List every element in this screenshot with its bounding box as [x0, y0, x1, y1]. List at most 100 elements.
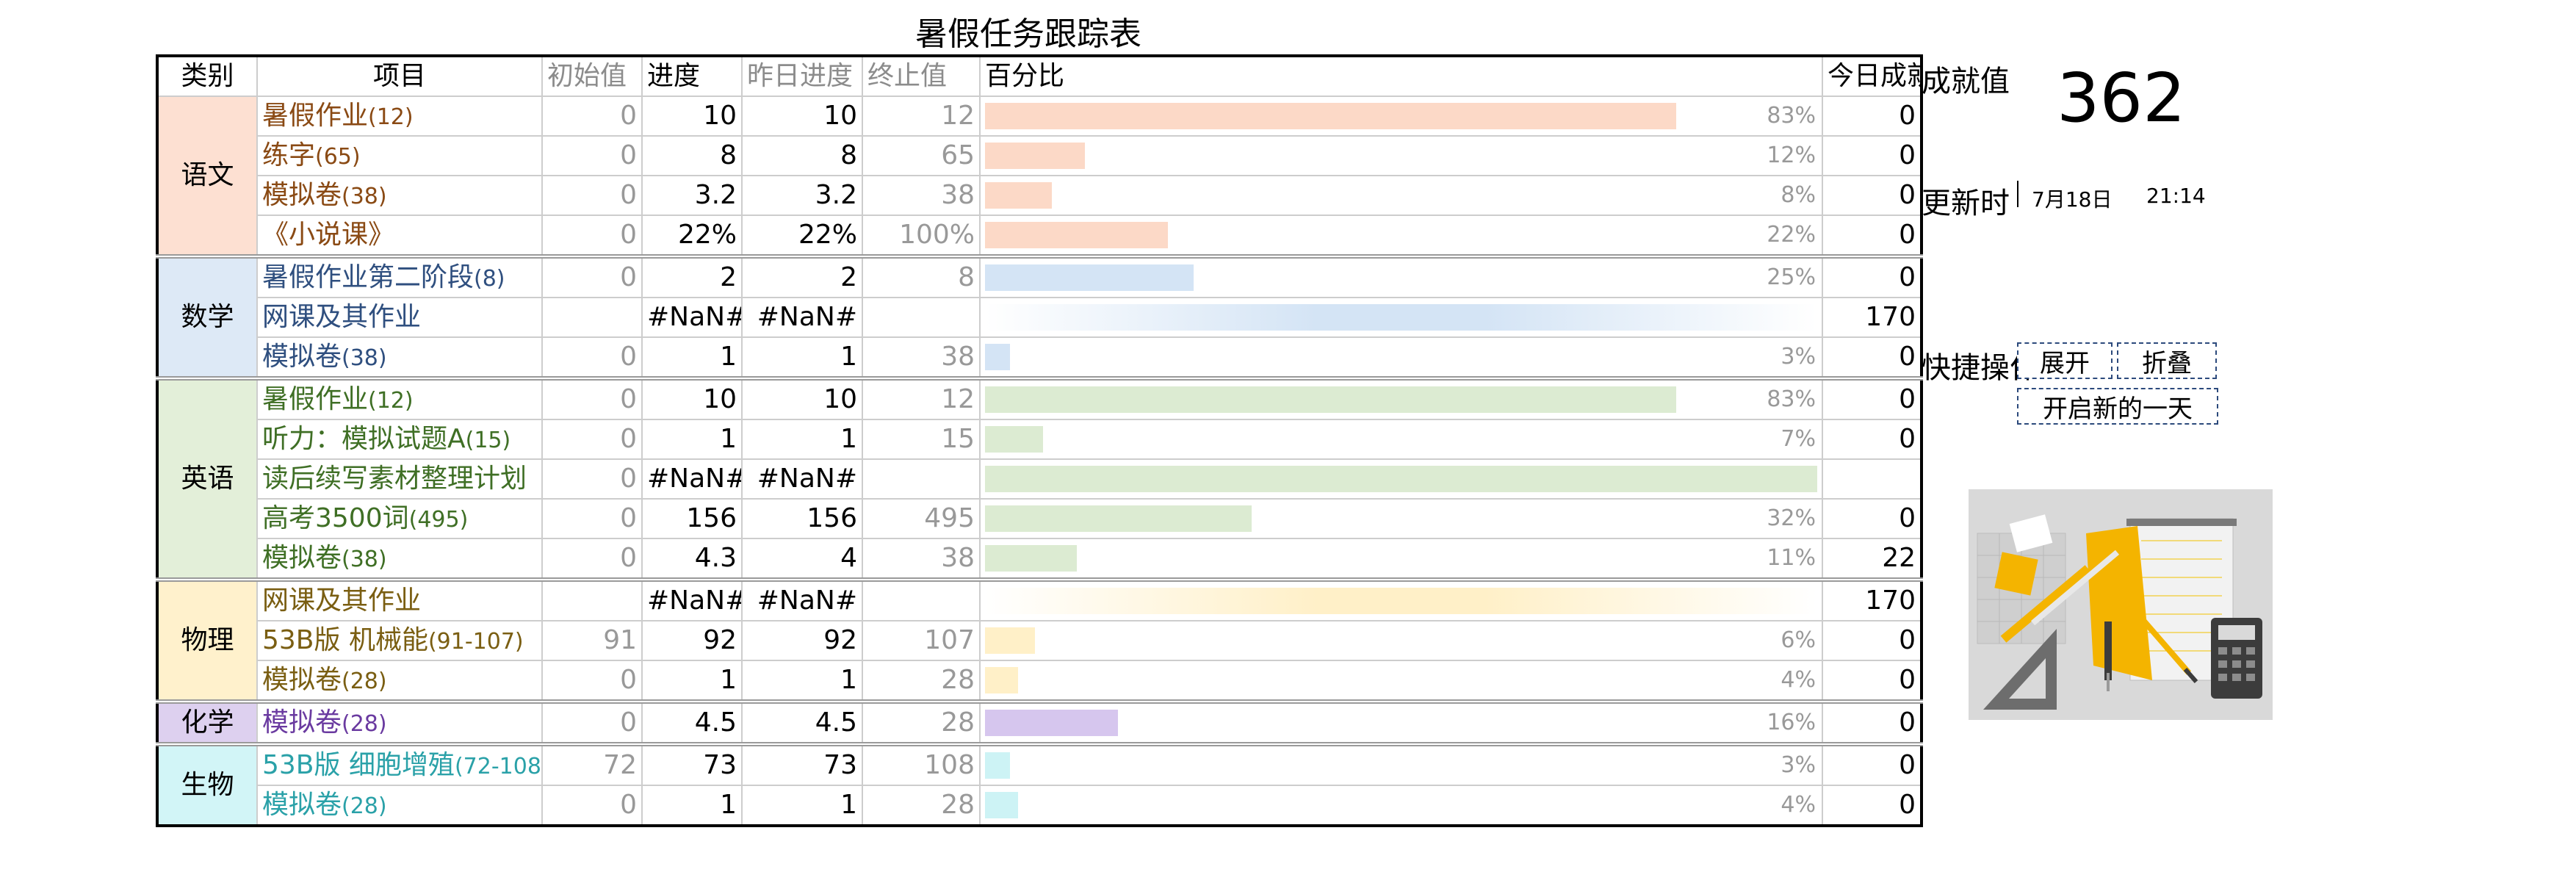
initial-cell[interactable]: 0 [541, 538, 643, 580]
yesterday-cell[interactable]: 73 [741, 742, 863, 786]
percent-cell[interactable]: 12% [979, 135, 1823, 176]
progress-cell[interactable]: 73 [641, 742, 743, 786]
item-name-cell[interactable]: 网课及其作业 [256, 577, 543, 621]
yesterday-cell[interactable]: 92 [741, 620, 863, 661]
progress-cell[interactable]: 92 [641, 620, 743, 661]
progress-cell[interactable]: 22% [641, 215, 743, 257]
yesterday-cell[interactable]: 10 [741, 376, 863, 420]
final-cell[interactable] [862, 577, 981, 621]
progress-cell[interactable]: 10 [641, 376, 743, 420]
today-cell[interactable]: 170 [1822, 297, 1922, 338]
today-cell[interactable]: 0 [1822, 254, 1922, 298]
initial-cell[interactable] [541, 577, 643, 621]
yesterday-cell[interactable]: 1 [741, 660, 863, 702]
item-name-cell[interactable]: 高考3500词(495) [256, 498, 543, 539]
progress-cell[interactable]: 2 [641, 254, 743, 298]
progress-cell[interactable]: #NaN# [641, 297, 743, 338]
yesterday-cell[interactable]: 2 [741, 254, 863, 298]
item-name-cell[interactable]: 暑假作业(12) [256, 376, 543, 420]
percent-cell[interactable]: 8% [979, 175, 1823, 216]
item-name-cell[interactable]: 听力：模拟试题A(15) [256, 419, 543, 460]
yesterday-cell[interactable]: 8 [741, 135, 863, 176]
final-cell[interactable]: 65 [862, 135, 981, 176]
yesterday-cell[interactable]: 22% [741, 215, 863, 257]
today-cell[interactable]: 0 [1822, 660, 1922, 702]
today-cell[interactable]: 0 [1822, 96, 1922, 137]
percent-cell[interactable]: 4% [979, 660, 1823, 702]
item-name-cell[interactable]: 53B版 机械能(91-107) [256, 620, 543, 661]
item-name-cell[interactable]: 暑假作业第二阶段(8) [256, 254, 543, 298]
percent-cell[interactable]: 3% [979, 336, 1823, 379]
initial-cell[interactable]: 0 [541, 660, 643, 702]
initial-cell[interactable]: 91 [541, 620, 643, 661]
item-name-cell[interactable]: 模拟卷(38) [256, 538, 543, 580]
yesterday-cell[interactable]: 4 [741, 538, 863, 580]
header-progress[interactable]: 进度 [641, 55, 743, 97]
today-cell[interactable]: 0 [1822, 135, 1922, 176]
category-cell[interactable]: 数学 [156, 254, 258, 379]
final-cell[interactable]: 100% [862, 215, 981, 257]
percent-cell[interactable] [979, 458, 1823, 500]
item-name-cell[interactable]: 模拟卷(38) [256, 175, 543, 216]
category-cell[interactable]: 英语 [156, 376, 258, 580]
yesterday-cell[interactable]: #NaN# [741, 458, 863, 500]
today-cell[interactable] [1822, 458, 1922, 500]
percent-cell[interactable]: 25% [979, 254, 1823, 298]
item-name-cell[interactable]: 网课及其作业 [256, 297, 543, 338]
final-cell[interactable]: 38 [862, 336, 981, 379]
percent-cell[interactable] [979, 297, 1823, 338]
category-cell[interactable]: 化学 [156, 699, 258, 745]
initial-cell[interactable]: 0 [541, 135, 643, 176]
collapse-button[interactable]: 折叠 [2117, 342, 2217, 379]
progress-cell[interactable]: 156 [641, 498, 743, 539]
percent-cell[interactable]: 16% [979, 699, 1823, 745]
initial-cell[interactable]: 0 [541, 419, 643, 460]
yesterday-cell[interactable]: 1 [741, 419, 863, 460]
today-cell[interactable]: 0 [1822, 620, 1922, 661]
yesterday-cell[interactable]: 3.2 [741, 175, 863, 216]
category-cell[interactable]: 生物 [156, 742, 258, 826]
item-name-cell[interactable]: 模拟卷(28) [256, 660, 543, 702]
final-cell[interactable]: 28 [862, 699, 981, 745]
new-day-button[interactable]: 开启新的一天 [2017, 388, 2218, 425]
today-cell[interactable]: 170 [1822, 577, 1922, 621]
percent-cell[interactable]: 7% [979, 419, 1823, 460]
progress-cell[interactable]: #NaN# [641, 577, 743, 621]
today-cell[interactable]: 0 [1822, 376, 1922, 420]
final-cell[interactable] [862, 297, 981, 338]
initial-cell[interactable]: 0 [541, 175, 643, 216]
final-cell[interactable]: 12 [862, 96, 981, 137]
initial-cell[interactable]: 0 [541, 699, 643, 745]
progress-cell[interactable]: 1 [641, 419, 743, 460]
final-cell[interactable]: 107 [862, 620, 981, 661]
progress-cell[interactable]: 4.3 [641, 538, 743, 580]
yesterday-cell[interactable]: 1 [741, 336, 863, 379]
final-cell[interactable]: 28 [862, 660, 981, 702]
percent-cell[interactable]: 22% [979, 215, 1823, 257]
progress-cell[interactable]: 1 [641, 785, 743, 826]
final-cell[interactable]: 8 [862, 254, 981, 298]
final-cell[interactable]: 28 [862, 785, 981, 826]
item-name-cell[interactable]: 练字(65) [256, 135, 543, 176]
header-percent[interactable]: 百分比 [979, 55, 1823, 97]
progress-cell[interactable]: 10 [641, 96, 743, 137]
item-name-cell[interactable]: 读后续写素材整理计划 [256, 458, 543, 500]
final-cell[interactable]: 12 [862, 376, 981, 420]
item-name-cell[interactable]: 模拟卷(28) [256, 699, 543, 745]
today-cell[interactable]: 0 [1822, 699, 1922, 745]
header-yesterday[interactable]: 昨日进度 [741, 55, 863, 97]
yesterday-cell[interactable]: 156 [741, 498, 863, 539]
progress-cell[interactable]: #NaN# [641, 458, 743, 500]
initial-cell[interactable]: 0 [541, 498, 643, 539]
final-cell[interactable] [862, 458, 981, 500]
item-name-cell[interactable]: 53B版 细胞增殖(72-108) [256, 742, 543, 786]
final-cell[interactable]: 38 [862, 175, 981, 216]
initial-cell[interactable]: 0 [541, 96, 643, 137]
initial-cell[interactable]: 0 [541, 785, 643, 826]
yesterday-cell[interactable]: 10 [741, 96, 863, 137]
today-cell[interactable]: 0 [1822, 785, 1922, 826]
today-cell[interactable]: 0 [1822, 742, 1922, 786]
header-category[interactable]: 类别 [156, 55, 258, 97]
yesterday-cell[interactable]: #NaN# [741, 577, 863, 621]
final-cell[interactable]: 15 [862, 419, 981, 460]
